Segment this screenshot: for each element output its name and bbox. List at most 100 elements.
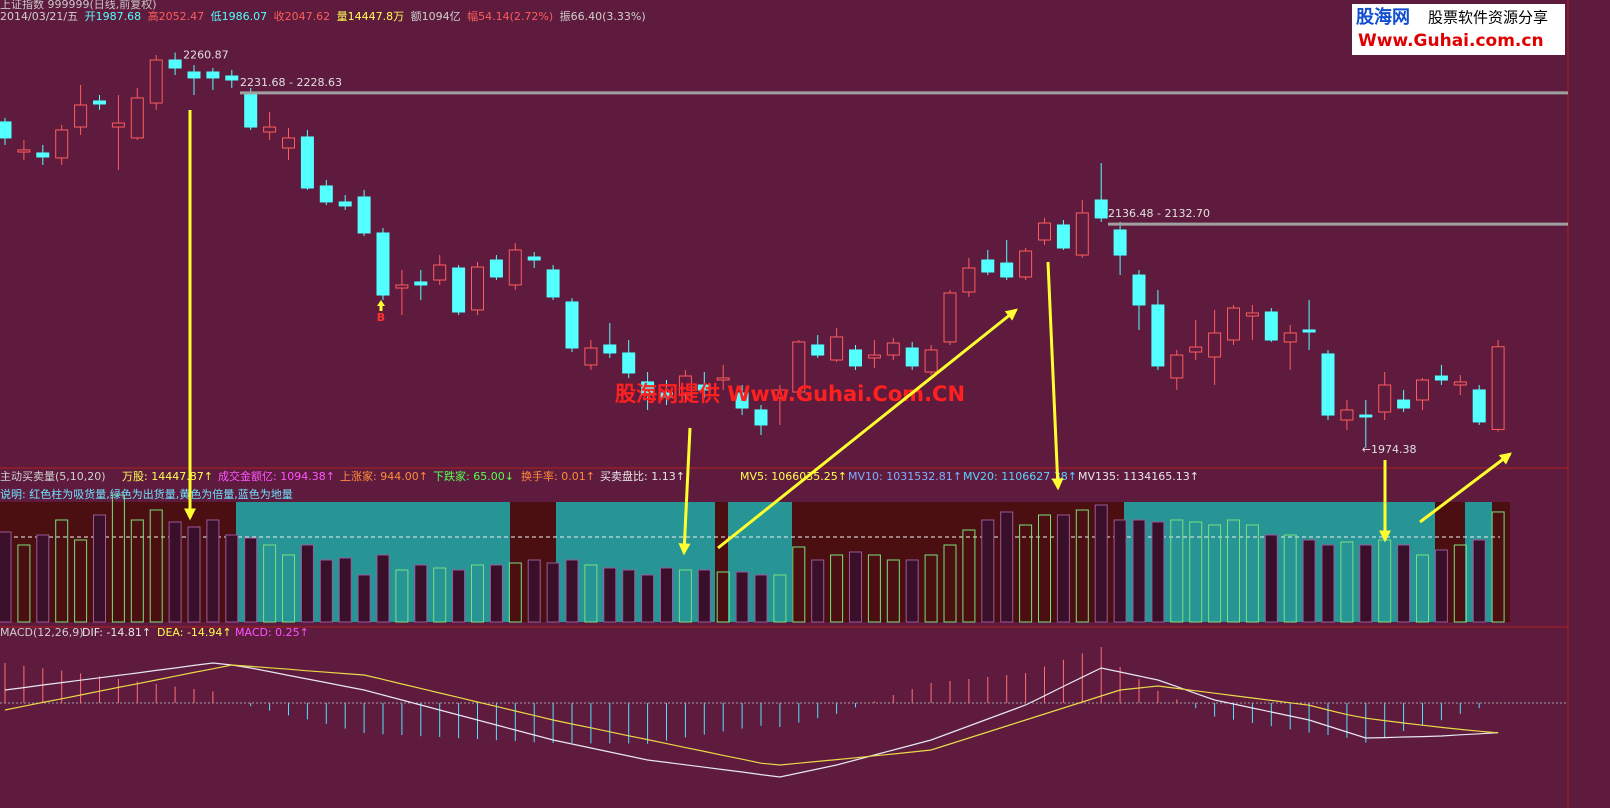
candle-body	[1151, 304, 1165, 367]
volume-bar	[1302, 539, 1316, 623]
open: 开1987.68	[85, 10, 142, 23]
volume-bar	[1019, 524, 1033, 623]
volume: 量14447.8万	[337, 10, 405, 23]
volume-bar	[300, 544, 314, 623]
volume-bar	[716, 571, 730, 623]
candle-body	[1056, 224, 1070, 249]
candle-body	[225, 75, 239, 81]
candle-body	[641, 381, 655, 396]
high: 高2052.47	[148, 9, 205, 23]
stat: 下跌家: 65.00↓	[433, 469, 514, 483]
low: 低1986.07	[211, 10, 268, 23]
gap-label: 2136.48 - 2132.70	[1108, 207, 1210, 220]
macd-stats: DIF: -14.81↑ DEA: -14.94↑ MACD: 0.25↑	[82, 626, 309, 639]
volume-bar	[452, 569, 466, 623]
volume-title: 主动买卖量(5,10,20)	[0, 470, 106, 483]
candle-body	[187, 71, 201, 79]
candle-body	[584, 347, 598, 366]
volume-bar	[565, 559, 579, 623]
volume-bar	[17, 544, 31, 623]
candle-body	[93, 100, 106, 105]
stat: MV10: 1031532.81↑	[848, 470, 962, 483]
volume-bar	[225, 534, 239, 623]
volume-bar	[1000, 511, 1014, 623]
candle-body	[300, 136, 314, 189]
candle-body	[263, 126, 277, 133]
candle-body	[508, 249, 522, 286]
amplitude: 振66.40(3.33%)	[560, 9, 646, 23]
zone	[0, 502, 236, 622]
candle-body	[1472, 389, 1486, 423]
volume-bar	[1283, 534, 1297, 623]
volume-bar	[1056, 514, 1070, 623]
candle-body	[1227, 307, 1240, 341]
volume-bar	[168, 521, 182, 623]
stat: 上涨家: 944.00↑	[340, 469, 428, 483]
signal: B	[377, 311, 385, 324]
volume-bar	[1132, 519, 1146, 623]
arrow	[678, 427, 692, 556]
candle-body	[660, 392, 673, 398]
zone	[1492, 502, 1510, 622]
volume-bar	[660, 567, 673, 623]
volume-bar	[471, 564, 484, 623]
dif-line	[4, 662, 1499, 778]
volume-stats: 万股: 14447.87↑ 成交金额亿: 1094.38↑ 上涨家: 944.0…	[122, 469, 1199, 483]
volume-bar	[584, 564, 598, 623]
volume-bar	[1113, 519, 1127, 623]
stat: MV20: 1106627.38↑	[963, 470, 1077, 483]
stat: 买卖盘比: 1.13↑	[600, 469, 685, 483]
candle-body	[1378, 384, 1392, 413]
volume-bar	[943, 544, 957, 623]
stat: DIF: -14.81↑	[82, 626, 151, 639]
candle-body	[395, 284, 409, 289]
candle-body	[1453, 381, 1467, 386]
volume-note: 说明: 红色柱为吸货量,绿色为出货量,黄色为倍量,蓝色为地量	[0, 487, 293, 501]
candle-body	[830, 336, 844, 361]
volume-bar	[93, 514, 106, 623]
gap-label: 2231.68 - 2228.63	[240, 76, 342, 89]
volume-bar	[1189, 521, 1203, 623]
candle-body	[1397, 399, 1411, 409]
volume-bar	[319, 559, 333, 623]
amount: 额1094亿	[411, 10, 461, 23]
candle-body	[282, 137, 295, 149]
logo-url: Www.Guhai.com.cn	[1358, 31, 1544, 51]
volume-bar	[1151, 521, 1165, 623]
candle-body	[1340, 409, 1354, 421]
volume-bar	[1208, 524, 1222, 623]
annotation-arrows	[184, 110, 1512, 556]
candle-body	[735, 392, 749, 409]
candle-body	[1019, 250, 1033, 278]
volume-bar	[546, 562, 560, 623]
logo-box	[1352, 4, 1565, 55]
candle-body	[792, 341, 806, 393]
volume-bar	[754, 574, 768, 623]
volume-bar	[187, 526, 201, 623]
volume-bar	[36, 534, 50, 623]
candle-body	[773, 389, 787, 399]
candle-body	[1245, 312, 1259, 317]
volume-bar	[1075, 509, 1089, 623]
macd-title: MACD(12,26,9)	[0, 626, 84, 639]
volume-bar	[282, 554, 295, 623]
candle-body	[1283, 332, 1297, 343]
volume-bar	[1416, 554, 1429, 623]
stat: 成交金额亿: 1094.38↑	[218, 469, 335, 483]
volume-bar	[1038, 514, 1051, 623]
volume-bar	[489, 564, 503, 623]
volume-bar	[357, 574, 371, 623]
dea-line	[4, 664, 1499, 766]
volume-bar	[622, 569, 636, 623]
volume-bar	[849, 551, 862, 623]
zone	[1124, 502, 1435, 622]
candle-body	[622, 352, 636, 374]
volume-bar	[867, 554, 881, 623]
candle-body	[1038, 222, 1051, 241]
candle-body	[697, 384, 711, 391]
candle-body	[1189, 346, 1203, 353]
volume-bar	[1170, 519, 1184, 623]
candle-body	[55, 129, 69, 159]
volume-bar	[1397, 544, 1411, 623]
